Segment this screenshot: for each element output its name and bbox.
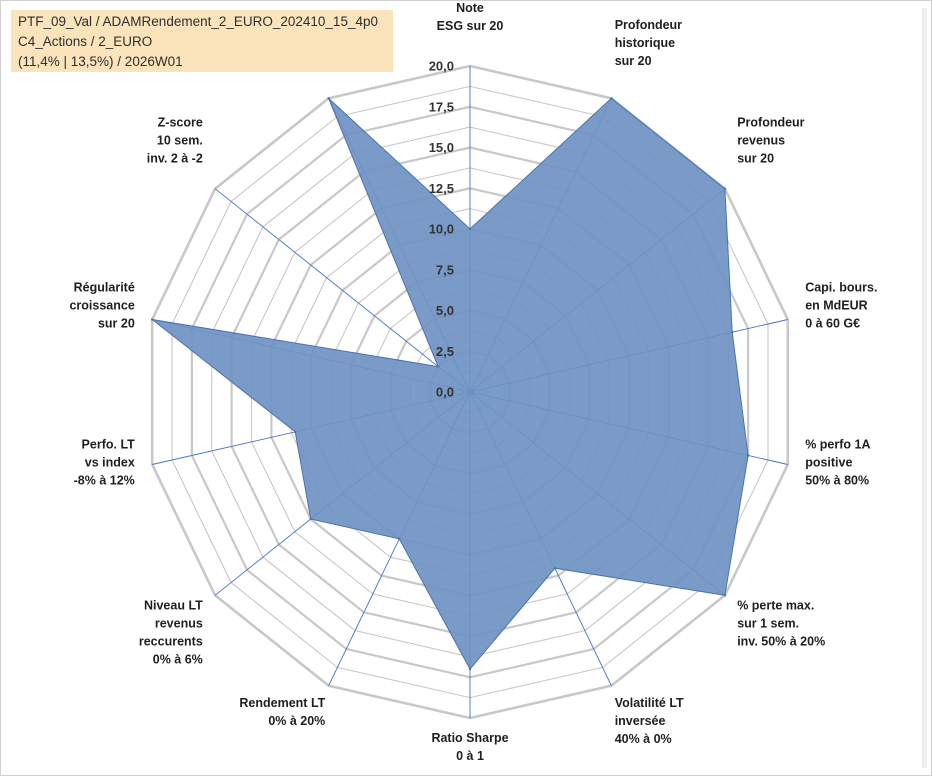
axis-label-8: Ratio Sharpe 0 à 1 bbox=[431, 731, 508, 763]
axis-label-line: inv. 2 à -2 bbox=[147, 152, 203, 166]
axis-label-line: Ratio Sharpe bbox=[431, 731, 508, 745]
tick-label: 0,0 bbox=[436, 385, 454, 400]
axis-label-4: Capi. bours. en MdEUR 0 à 60 G€ bbox=[805, 281, 877, 331]
series-point-6 bbox=[723, 594, 727, 597]
axis-label-line: Note bbox=[456, 1, 484, 15]
axis-label-line: Régularité bbox=[74, 281, 135, 295]
axis-label-line: sur 1 sem. bbox=[737, 617, 799, 631]
tick-label: 7,5 bbox=[436, 262, 454, 277]
axis-label-line: -8% à 12% bbox=[74, 473, 135, 487]
radar-tick-labels: 0,0 2,5 5,0 7,5 10,0 12,5 15,0 17,5 20,0 bbox=[429, 59, 454, 400]
tick-label: 20,0 bbox=[429, 59, 454, 74]
series-point-7 bbox=[553, 567, 557, 570]
axis-label-line: Profondeur bbox=[737, 116, 804, 130]
axis-label-11: Perfo. LT vs index -8% à 12% bbox=[74, 437, 136, 487]
axis-label-line: inversée bbox=[615, 714, 666, 728]
series-point-14 bbox=[327, 97, 330, 100]
axis-label-line: sur 20 bbox=[98, 317, 135, 331]
series-point-10 bbox=[309, 517, 312, 521]
axis-label-line: 0 à 60 G€ bbox=[805, 317, 860, 331]
series-point-5 bbox=[746, 454, 750, 457]
portfolio-category: C4_Actions / 2_EURO bbox=[18, 34, 153, 49]
axis-label-line: croissance bbox=[69, 299, 134, 313]
series-point-13 bbox=[436, 365, 440, 368]
tick-label: 17,5 bbox=[429, 99, 454, 114]
portfolio-stats: (11,4% | 13,5%) / 2026W01 bbox=[18, 54, 183, 69]
axis-label-line: inv. 50% à 20% bbox=[737, 635, 825, 649]
axis-label-line: ESG sur 20 bbox=[437, 19, 504, 33]
axis-label-line: vs index bbox=[85, 455, 135, 469]
portfolio-info-box: PTF_09_Val / ADAMRendement_2_EURO_202410… bbox=[11, 10, 393, 72]
axis-label-line: Rendement LT bbox=[239, 696, 325, 710]
axis-label-line: Volatilité LT bbox=[615, 696, 684, 710]
series-point-8 bbox=[468, 667, 472, 671]
tick-label: 10,0 bbox=[429, 222, 454, 237]
axis-label-line: reccurents bbox=[139, 635, 203, 649]
axis-label-line: 40% à 0% bbox=[615, 732, 672, 746]
axis-label-line: % perte max. bbox=[737, 599, 814, 613]
axis-label-6: % perte max. sur 1 sem. inv. 50% à 20% bbox=[737, 599, 825, 649]
axis-label-line: Profondeur bbox=[615, 18, 682, 32]
series-point-9 bbox=[398, 537, 401, 541]
axis-label-line: revenus bbox=[737, 134, 785, 148]
axis-label-1: Note ESG sur 20 bbox=[437, 1, 504, 33]
axis-label-13: Z-score 10 sem. inv. 2 à -2 bbox=[147, 116, 203, 166]
tick-label: 5,0 bbox=[436, 303, 454, 318]
axis-label-5: % perfo 1A positive 50% à 80% bbox=[805, 437, 870, 487]
frame-edge-shadow bbox=[922, 8, 927, 768]
series-point-4 bbox=[731, 331, 734, 334]
axis-label-12: Régularité croissance sur 20 bbox=[69, 281, 134, 331]
tick-label: 2,5 bbox=[436, 344, 454, 359]
axis-label-line: 0% à 20% bbox=[268, 714, 325, 728]
axis-label-line: en MdEUR bbox=[805, 299, 868, 313]
tick-label: 15,0 bbox=[429, 140, 454, 155]
tick-label: 12,5 bbox=[429, 181, 454, 196]
axis-label-line: sur 20 bbox=[737, 152, 774, 166]
axis-label-9: Rendement LT 0% à 20% bbox=[239, 696, 325, 728]
series-point-12 bbox=[151, 318, 154, 321]
axis-label-line: Capi. bours. bbox=[805, 281, 877, 295]
axis-label-3: Profondeur revenus sur 20 bbox=[737, 116, 804, 166]
series-point-11 bbox=[294, 430, 297, 434]
axis-label-line: 0% à 6% bbox=[153, 653, 203, 667]
axis-label-2: Profondeur historique sur 20 bbox=[615, 18, 682, 68]
axis-label-10: Niveau LT revenus reccurents 0% à 6% bbox=[139, 599, 203, 667]
axis-label-line: historique bbox=[615, 36, 675, 50]
portfolio-name: PTF_09_Val / ADAMRendement_2_EURO_202410… bbox=[18, 14, 378, 29]
series-point-2 bbox=[610, 97, 613, 100]
axis-label-line: Z-score bbox=[158, 116, 203, 130]
axis-label-line: 50% à 80% bbox=[805, 473, 869, 487]
axis-label-line: Perfo. LT bbox=[82, 437, 136, 451]
axis-label-line: 10 sem. bbox=[157, 134, 203, 148]
axis-label-line: % perfo 1A bbox=[805, 437, 870, 451]
axis-label-line: sur 20 bbox=[615, 54, 652, 68]
radar-spoke bbox=[214, 188, 471, 393]
radar-series bbox=[151, 97, 750, 671]
axis-label-line: positive bbox=[805, 455, 852, 469]
series-point-3 bbox=[723, 187, 727, 190]
axis-label-line: 0 à 1 bbox=[456, 749, 484, 763]
axis-label-7: Volatilité LT inversée 40% à 0% bbox=[615, 696, 684, 746]
axis-label-line: Niveau LT bbox=[144, 599, 203, 613]
series-point-1 bbox=[468, 227, 472, 231]
axis-label-line: revenus bbox=[155, 617, 203, 631]
